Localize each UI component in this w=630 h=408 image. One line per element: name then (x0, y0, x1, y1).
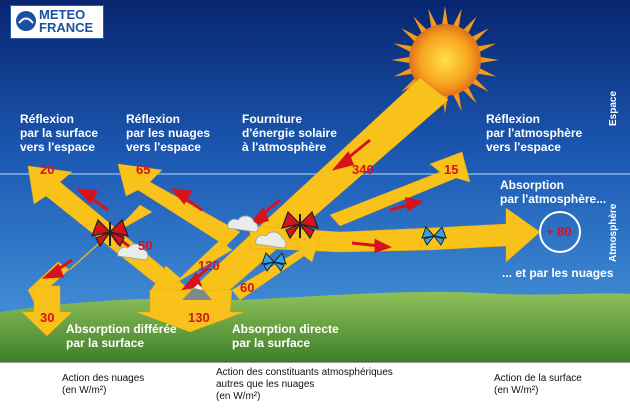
zone-atmosphere-label: Atmosphère (608, 203, 619, 262)
sun-ray (401, 77, 420, 92)
sun-ray (441, 6, 449, 27)
zone-space-label: Espace (608, 90, 619, 126)
sun-ray (391, 56, 412, 64)
butterfly-icon (421, 226, 447, 246)
value-20: 20 (40, 162, 55, 177)
sun-ray (462, 85, 477, 104)
value-60: 60 (240, 280, 255, 295)
sun-ray (470, 77, 489, 92)
value-plus-80: + 80 (546, 224, 572, 239)
cloud-absorption-label: ... et par les nuages (502, 266, 614, 280)
butterfly-icon (91, 218, 129, 248)
meteo-france-logo: METEO FRANCE (10, 5, 104, 39)
butterfly-icon (261, 252, 287, 272)
direct-absorption-arrow (135, 289, 245, 333)
legend: Action des nuages (en W/m²) Action des c… (0, 362, 630, 408)
logo-text: METEO FRANCE (39, 7, 94, 35)
sun-ray (393, 67, 414, 77)
absorption-total-circle (539, 211, 581, 253)
sun-ray (478, 56, 499, 64)
sun-ray (470, 28, 489, 43)
delayed-absorption-down-arrow (21, 285, 73, 337)
butterfly-icon (281, 210, 319, 240)
legend-constituents-text: Action des constituants atmosphériques a… (216, 367, 393, 402)
solar-supply-label: Fourniture d'énergie solaire à l'atmosph… (242, 112, 337, 154)
flow-direction-arrows (41, 138, 424, 291)
value-15: 15 (444, 162, 459, 177)
sun-ray (462, 16, 477, 35)
cloud-reflection-label: Réflexion par les nuages vers l'espace (126, 112, 211, 154)
mountain-icon (182, 284, 212, 300)
sun-ray (452, 8, 462, 29)
logo-emblem-icon (16, 11, 36, 31)
value-50: 50 (138, 238, 153, 253)
value-65: 65 (136, 162, 151, 177)
atmosphere-reflection-arrow (329, 151, 471, 227)
atmosphere-reflection-label: Réflexion par l'atmosphère vers l'espace (486, 112, 583, 154)
sun-ray (413, 16, 428, 35)
sun-ray (452, 91, 462, 112)
legend-clouds-text: Action des nuages (en W/m²) (62, 373, 145, 396)
value-30: 30 (40, 310, 55, 325)
sun-ray (401, 28, 420, 43)
atmosphere-absorption-arrow (249, 207, 541, 263)
sun-ray (476, 67, 497, 77)
upward-60-arrow (231, 235, 321, 301)
surface-reflection-label: Réflexion par la surface vers l'espace (20, 112, 99, 154)
cloud-icon (255, 231, 287, 249)
value-340: 340 (352, 162, 374, 177)
atmosphere-absorption-label: Absorption par l'atmosphère... (500, 178, 607, 206)
value-120: 120 (198, 258, 220, 273)
direct-absorption-label: Absorption directe par la surface (232, 322, 339, 350)
legend-surface-text: Action de la surface (en W/m²) (494, 373, 582, 396)
cloud-icon (117, 243, 149, 261)
sun-ray (476, 43, 497, 53)
cloud-icon (227, 215, 259, 233)
sun-ray (393, 43, 414, 53)
delayed-absorption-label: Absorption différée par la surface (66, 322, 177, 350)
sun-ray (428, 8, 438, 29)
cloud-reflection-arrow (117, 163, 241, 247)
value-130: 130 (188, 310, 210, 325)
